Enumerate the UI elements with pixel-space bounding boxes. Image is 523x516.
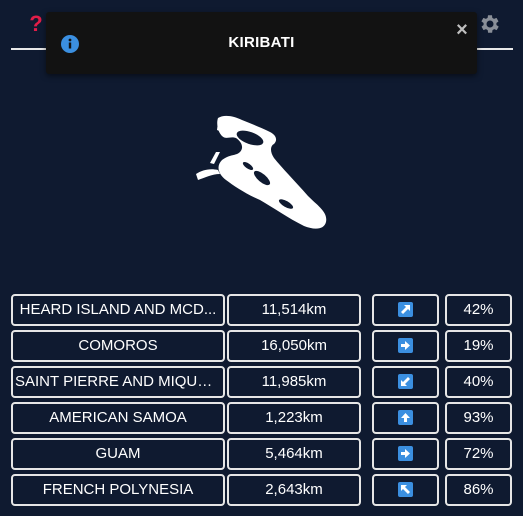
country-silhouette [196, 115, 327, 229]
guess-proximity-percent: 40% [445, 366, 512, 398]
guess-country-name: COMOROS [11, 330, 225, 362]
guess-country-name: FRENCH POLYNESIA [11, 474, 225, 506]
guess-row: AMERICAN SAMOA 1,223km 93% [11, 402, 512, 434]
direction-arrow-icon [398, 301, 413, 317]
header-divider-left [11, 48, 46, 50]
settings-gear-icon[interactable] [478, 12, 502, 36]
guess-proximity-percent: 93% [445, 402, 512, 434]
guess-direction [372, 294, 439, 326]
guess-direction [372, 330, 439, 362]
guess-distance: 2,643km [227, 474, 361, 506]
guess-row: SAINT PIERRE AND MIQUEL... 11,985km 40% [11, 366, 512, 398]
guess-direction [372, 366, 439, 398]
guess-country-name: HEARD ISLAND AND MCD... [11, 294, 225, 326]
guess-direction [372, 402, 439, 434]
guess-distance: 16,050km [227, 330, 361, 362]
help-question-icon[interactable]: ? [29, 11, 43, 36]
guess-distance: 11,985km [227, 366, 361, 398]
close-icon[interactable]: × [456, 19, 468, 41]
direction-arrow-icon [398, 337, 413, 353]
guess-country-name: GUAM [11, 438, 225, 470]
guess-row: FRENCH POLYNESIA 2,643km 86% [11, 474, 512, 506]
direction-arrow-icon [398, 373, 413, 389]
guess-proximity-percent: 72% [445, 438, 512, 470]
header-divider-right [477, 48, 513, 50]
guess-proximity-percent: 86% [445, 474, 512, 506]
guess-country-name: SAINT PIERRE AND MIQUEL... [11, 366, 225, 398]
direction-arrow-icon [398, 445, 413, 461]
guess-proximity-percent: 42% [445, 294, 512, 326]
guess-direction [372, 474, 439, 506]
info-icon [61, 35, 79, 53]
guess-distance: 1,223km [227, 402, 361, 434]
direction-arrow-icon [398, 409, 413, 425]
toast-title: KIRIBATI [228, 34, 295, 51]
guess-row: COMOROS 16,050km 19% [11, 330, 512, 362]
guess-country-name: AMERICAN SAMOA [11, 402, 225, 434]
guess-list: HEARD ISLAND AND MCD... 11,514km 42% COMORO… [11, 294, 512, 510]
direction-arrow-icon [398, 481, 413, 497]
answer-toast: KIRIBATI × [46, 12, 477, 74]
guess-row: HEARD ISLAND AND MCD... 11,514km 42% [11, 294, 512, 326]
guess-proximity-percent: 19% [445, 330, 512, 362]
guess-distance: 11,514km [227, 294, 361, 326]
guess-direction [372, 438, 439, 470]
guess-row: GUAM 5,464km 72% [11, 438, 512, 470]
guess-distance: 5,464km [227, 438, 361, 470]
